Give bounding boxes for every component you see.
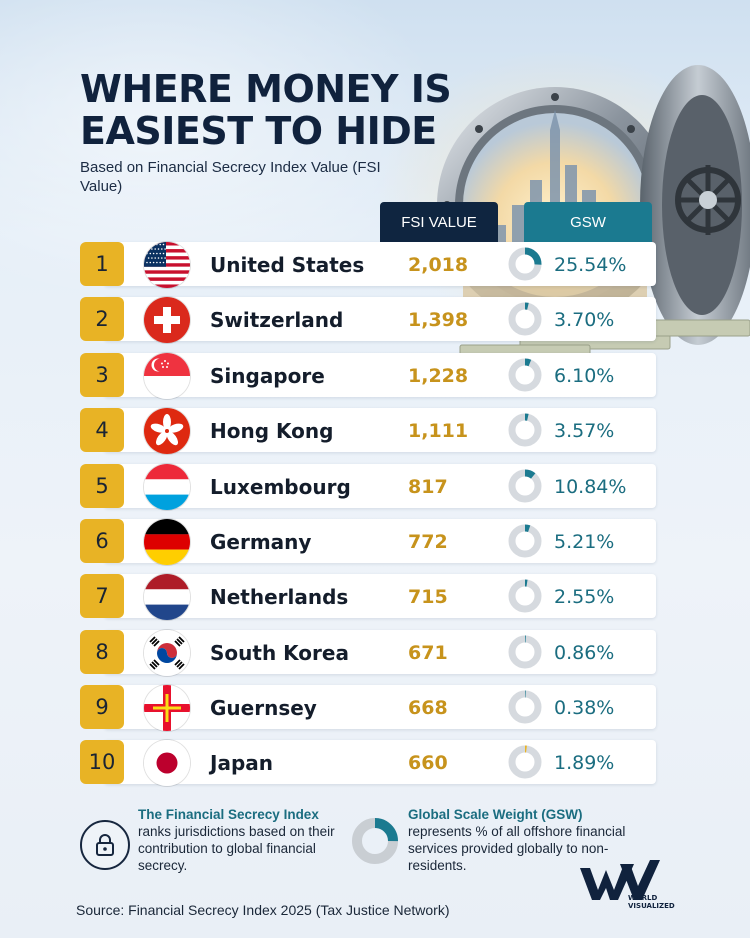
rank-badge: 4 [80,408,124,452]
fsi-value: 660 [408,752,448,774]
rank-badge: 7 [80,574,124,618]
flag-icon [144,519,190,565]
row-card [104,297,656,341]
column-header-gsw: GSW [524,202,652,242]
country-name: Hong Kong [210,419,334,443]
gsw-value: 25.54% [554,254,627,276]
row-card [104,519,656,563]
country-name: Japan [210,751,273,775]
title-line-2: EASIEST TO HIDE [80,109,437,153]
gsw-donut-icon [507,523,543,559]
gsw-donut-icon [507,468,543,504]
title-line-1: WHERE MONEY IS [80,67,452,111]
fsi-value: 668 [408,697,448,719]
brand-name: WORLD VISUALIZED [628,894,675,910]
gsw-donut-icon [507,744,543,780]
row-card [104,685,656,729]
rank-badge: 1 [80,242,124,286]
table-row: 10 Japan 660 1.89% [80,740,656,786]
rank-badge: 6 [80,519,124,563]
gsw-value: 10.84% [554,476,627,498]
gsw-donut-icon [507,634,543,670]
country-name: Switzerland [210,308,344,332]
flag-icon [144,574,190,620]
rank-badge: 5 [80,464,124,508]
fsi-explainer-body: ranks jurisdictions based on their contr… [138,824,335,873]
gsw-value: 0.86% [554,642,615,664]
country-name: United States [210,253,365,277]
row-card [104,408,656,452]
row-card [104,353,656,397]
gsw-explainer-text: Global Scale Weight (GSW) represents % o… [408,806,638,874]
rank-badge: 2 [80,297,124,341]
fsi-explainer-title: The Financial Secrecy Index [138,807,319,822]
gsw-value: 3.70% [554,309,615,331]
gsw-donut-icon [507,578,543,614]
fsi-value: 1,398 [408,309,469,331]
donut-legend-icon [350,816,400,866]
flag-icon [144,630,190,676]
country-name: Singapore [210,364,325,388]
country-name: Netherlands [210,585,349,609]
table-row: 6 Germany 772 5.21% [80,519,656,565]
row-card [104,574,656,618]
column-header-fsi: FSI VALUE [380,202,498,242]
source-note: Source: Financial Secrecy Index 2025 (Ta… [76,902,450,918]
gsw-donut-icon [507,357,543,393]
table-row: 2 Switzerland 1,398 3.70% [80,297,656,343]
rank-badge: 3 [80,353,124,397]
fsi-value: 2,018 [408,254,469,276]
fsi-value: 671 [408,642,448,664]
row-card [104,630,656,674]
table-row: 5 Luxembourg 817 10.84% [80,464,656,510]
fsi-explainer-text: The Financial Secrecy Index ranks jurisd… [138,806,358,874]
country-name: Luxembourg [210,475,351,499]
rank-badge: 8 [80,630,124,674]
gsw-value: 0.38% [554,697,615,719]
country-name: Germany [210,530,312,554]
flag-icon [144,740,190,786]
brand-line-1: WORLD [628,894,658,902]
page-subtitle: Based on Financial Secrecy Index Value (… [80,159,381,195]
gsw-explainer-title: Global Scale Weight (GSW) [408,807,583,822]
gsw-donut-icon [507,301,543,337]
lock-icon [80,820,130,870]
table-row: 4 Hong Kong 1,111 3.57% [80,408,656,454]
fsi-value: 715 [408,586,448,608]
fsi-value: 772 [408,531,448,553]
fsi-value: 1,111 [408,420,469,442]
flag-icon [144,685,190,731]
gsw-value: 5.21% [554,531,615,553]
row-card [104,242,656,286]
fsi-value: 1,228 [408,365,469,387]
flag-icon [144,297,190,343]
flag-icon [144,353,190,399]
country-name: South Korea [210,641,349,665]
table-row: 1 United States 2,018 25.54% [80,242,656,288]
flag-icon [144,242,190,288]
rank-badge: 10 [80,740,124,784]
table-row: 9 Guernsey 668 0.38% [80,685,656,731]
page-title: WHERE MONEY IS EASIEST TO HIDE [80,68,500,152]
row-card [104,740,656,784]
gsw-donut-icon [507,412,543,448]
gsw-explainer-body: represents % of all offshore financial s… [408,824,626,873]
flag-icon [144,464,190,510]
gsw-donut-icon [507,689,543,725]
gsw-donut-icon [507,246,543,282]
fsi-value: 817 [408,476,448,498]
gsw-value: 1.89% [554,752,615,774]
world-visualized-logo [580,860,672,920]
gsw-value: 3.57% [554,420,615,442]
brand-line-2: VISUALIZED [628,902,675,910]
row-card [104,464,656,508]
table-row: 7 Netherlands 715 2.55% [80,574,656,620]
table-row: 3 Singapore 1,228 6.10% [80,353,656,399]
flag-icon [144,408,190,454]
gsw-value: 2.55% [554,586,615,608]
gsw-value: 6.10% [554,365,615,387]
rank-badge: 9 [80,685,124,729]
table-row: 8 South Korea 671 0.86% [80,630,656,676]
country-name: Guernsey [210,696,317,720]
